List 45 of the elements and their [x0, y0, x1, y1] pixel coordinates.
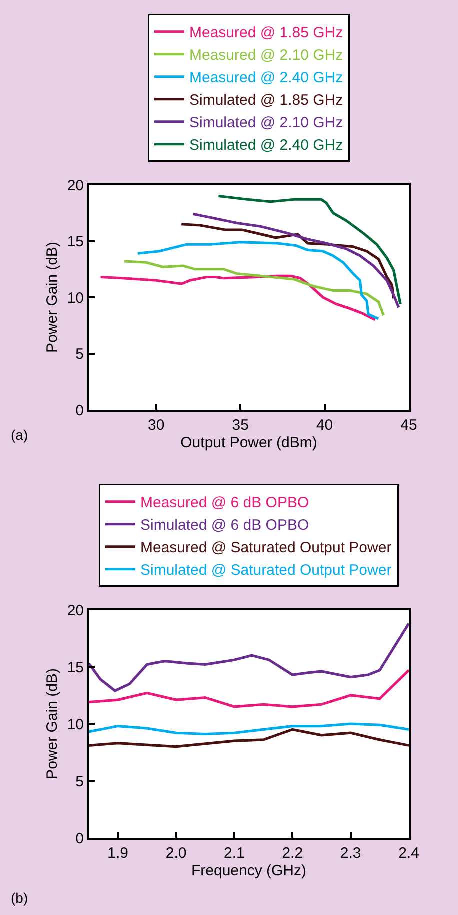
y-tick-label: 0 [76, 402, 84, 420]
legend-label: Simulated @ 2.10 GHz [190, 114, 344, 132]
legend-label: Simulated @ 2.40 GHz [190, 137, 344, 154]
x-tick-label: 40 [316, 417, 334, 434]
x-axis-title: Output Power (dBm) [180, 434, 318, 452]
legend-label: Measured @ 1.85 GHz [190, 24, 344, 42]
x-tick-label: 2.2 [282, 845, 304, 862]
x-tick-label: 2.4 [398, 845, 420, 862]
line-series [217, 194, 402, 306]
line-series [89, 722, 409, 736]
y-tick-label: 0 [76, 830, 84, 848]
line-series [89, 728, 409, 748]
line-series [89, 622, 409, 692]
y-tick-label: 10 [67, 716, 84, 734]
y-tick-label: 10 [67, 290, 84, 307]
y-tick-label: 20 [67, 602, 84, 620]
legend-label: Simulated @ 1.85 GHz [190, 92, 344, 110]
x-tick-label: 1.9 [108, 845, 129, 862]
legend-label: Simulated @ Saturated Output Power [140, 562, 392, 580]
legend-label: Simulated @ 6 dB OPBO [140, 517, 310, 534]
y-tick-label: 5 [76, 773, 84, 790]
x-tick-label: 2.0 [166, 845, 187, 862]
x-tick-label: 30 [148, 417, 165, 434]
y-axis-title: Power Gain (dB) [44, 242, 62, 353]
y-tick-label: 15 [67, 234, 84, 250]
text: (a) [11, 427, 28, 443]
legend-label: Measured @ 2.40 GHz [190, 70, 344, 87]
line-series [99, 274, 377, 322]
y-tick-label: 20 [67, 177, 84, 194]
x-axis-title: Frequency (GHz) [191, 862, 307, 880]
y-axis-title: Power Gain (dB) [44, 668, 62, 780]
legend-label: Measured @ 6 dB OPBO [140, 494, 310, 512]
x-tick-label: 35 [232, 417, 249, 434]
y-tick-label: 15 [67, 659, 84, 676]
x-tick-label: 2.3 [340, 845, 362, 862]
line-series [192, 212, 400, 309]
x-tick-label: 2.1 [224, 845, 245, 862]
x-tick-label: 45 [400, 417, 418, 434]
legend-label: Measured @ Saturated Output Power [140, 540, 392, 557]
text: (b) [11, 890, 28, 906]
line-series [89, 669, 409, 708]
y-tick-label: 5 [76, 346, 84, 363]
legend-label: Measured @ 2.10 GHz [190, 47, 344, 64]
line-series [123, 260, 386, 317]
line-series [136, 241, 380, 320]
